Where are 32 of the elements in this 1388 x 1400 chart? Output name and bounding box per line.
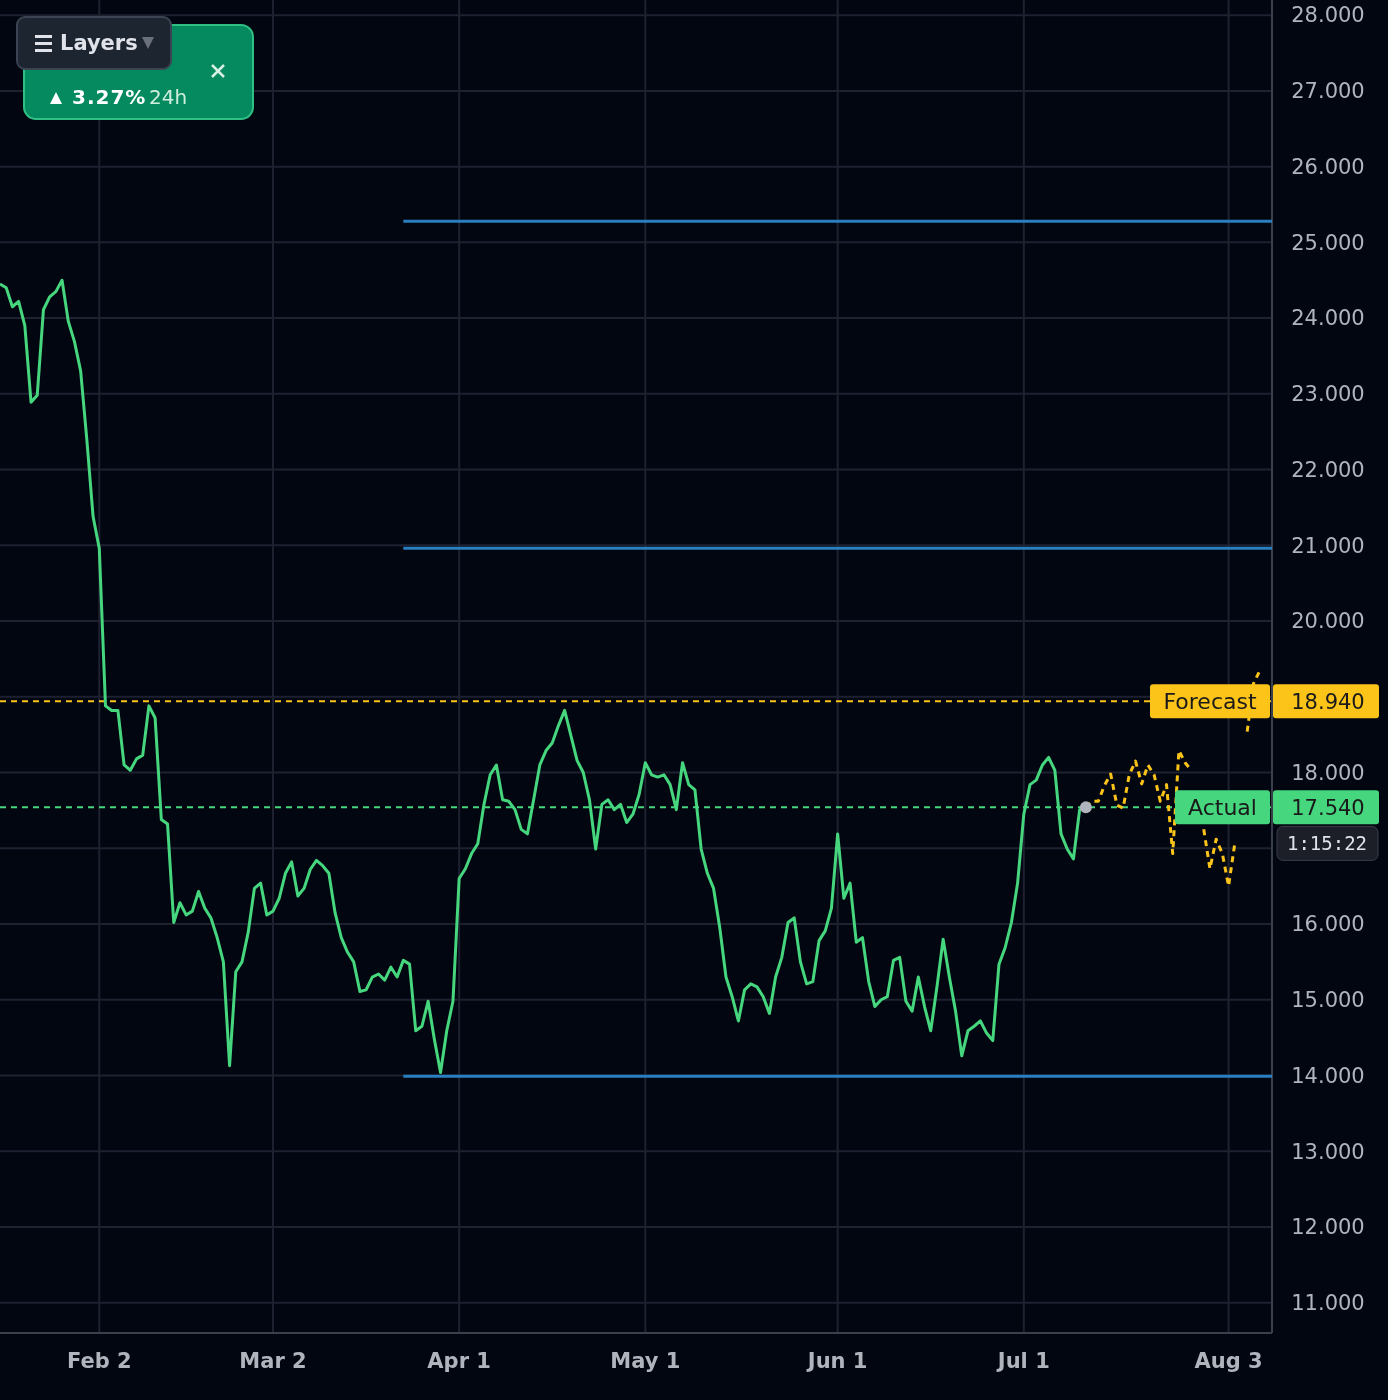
- layers-button: Layers: [16, 16, 172, 70]
- y-tick-label: 23.000: [1291, 382, 1365, 407]
- x-tick-label: Aug 3: [1194, 1349, 1263, 1373]
- text: 1:15:22: [1286, 832, 1368, 855]
- y-tick-label: 13.000: [1291, 1139, 1365, 1164]
- x-tick-label: Jun 1: [805, 1349, 868, 1373]
- y-tick-label: 21.000: [1291, 533, 1365, 558]
- y-tick-label: 11.000: [1291, 1291, 1365, 1316]
- x-tick-label: May 1: [610, 1349, 681, 1373]
- annotation: 3.27%: [72, 85, 147, 109]
- y-tick-label: 26.000: [1291, 154, 1365, 179]
- ref-line-label: Actual: [1188, 795, 1257, 821]
- y-tick-label: 18.000: [1291, 760, 1365, 785]
- annotation: 24h: [149, 85, 188, 109]
- x-tick-label: Apr 1: [427, 1349, 491, 1373]
- x-tick-label: Feb 2: [66, 1349, 132, 1373]
- y-tick-label: 22.000: [1291, 457, 1365, 482]
- y-tick-label: 24.000: [1291, 306, 1365, 331]
- y-tick-label: 14.000: [1291, 1063, 1365, 1088]
- y-tick-label: 25.000: [1291, 230, 1365, 255]
- text: 18.940: [1291, 689, 1365, 714]
- y-tick-label: 20.000: [1291, 609, 1365, 634]
- x-tick-label: Mar 2: [239, 1349, 307, 1373]
- text: 17.540: [1291, 795, 1365, 820]
- y-tick-label: 27.000: [1291, 79, 1365, 104]
- y-tick-label: 15.000: [1291, 988, 1365, 1013]
- y-tick-label: 16.000: [1291, 912, 1365, 937]
- ref-line-label: Forecast: [1163, 689, 1257, 715]
- y-tick-label: 12.000: [1291, 1215, 1365, 1240]
- annotation: Layers: [60, 31, 138, 55]
- x-tick-label: Jul 1: [995, 1349, 1050, 1373]
- y-tick-label: 28.000: [1291, 3, 1365, 28]
